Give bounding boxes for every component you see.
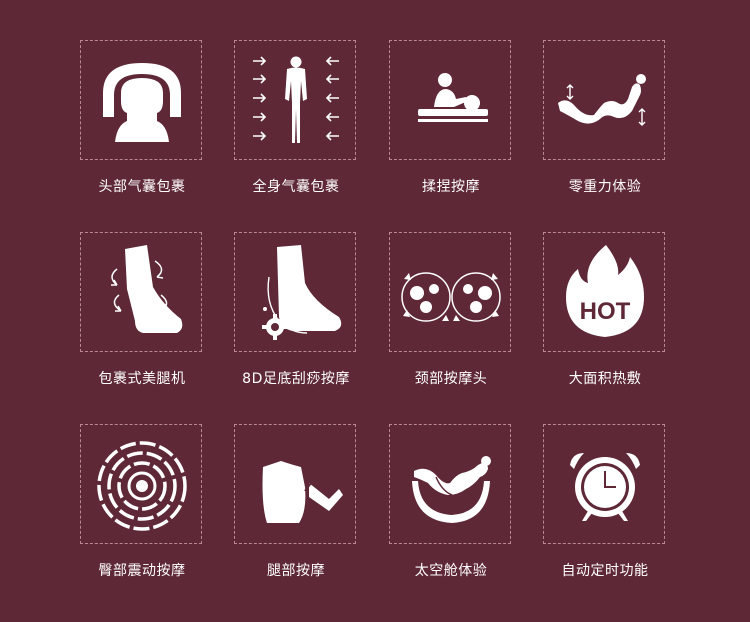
feature-label: 腿部按摩	[267, 563, 325, 579]
feature-label: 头部气囊包裹	[98, 179, 186, 195]
feature-label: 太空舱体验	[414, 563, 488, 579]
feature-tile	[234, 40, 356, 160]
neck-massage-head-icon	[401, 272, 501, 322]
feature-tile	[80, 232, 202, 352]
feature-label: 全身气囊包裹	[252, 179, 340, 195]
feature-label: 颈部按摩头	[414, 371, 488, 387]
feature-label: 8D足底刮痧按摩	[242, 371, 350, 387]
feature-tile: HOT	[543, 232, 665, 352]
feature-label: 包裹式美腿机	[98, 371, 186, 387]
hot-text: HOT	[580, 298, 631, 325]
alarm-clock-icon	[570, 453, 640, 521]
feature-tile	[389, 232, 511, 352]
kneading-massage-icon	[418, 73, 488, 122]
feature-tile	[234, 424, 356, 544]
hot-flame-icon: HOT	[566, 245, 644, 337]
full-body-airbag-icon	[253, 56, 339, 143]
zero-gravity-icon	[558, 74, 646, 126]
feature-tile	[389, 424, 511, 544]
leg-wrap-icon	[111, 245, 183, 333]
space-capsule-icon	[412, 456, 491, 523]
feature-label: 大面积热敷	[568, 371, 642, 387]
feature-tile	[234, 232, 356, 352]
feature-label: 自动定时功能	[561, 563, 649, 579]
head-airbag-icon	[103, 63, 181, 142]
leg-massage-icon	[262, 461, 343, 523]
feature-tile	[80, 424, 202, 544]
vibration-rings-icon	[97, 441, 187, 531]
foot-scraping-icon	[262, 245, 342, 340]
feature-label: 零重力体验	[568, 179, 642, 195]
feature-tile	[389, 40, 511, 160]
feature-tile	[543, 40, 665, 160]
feature-tile	[543, 424, 665, 544]
feature-tile	[80, 40, 202, 160]
feature-label: 揉捏按摩	[422, 179, 480, 195]
feature-label: 臀部震动按摩	[98, 563, 186, 579]
